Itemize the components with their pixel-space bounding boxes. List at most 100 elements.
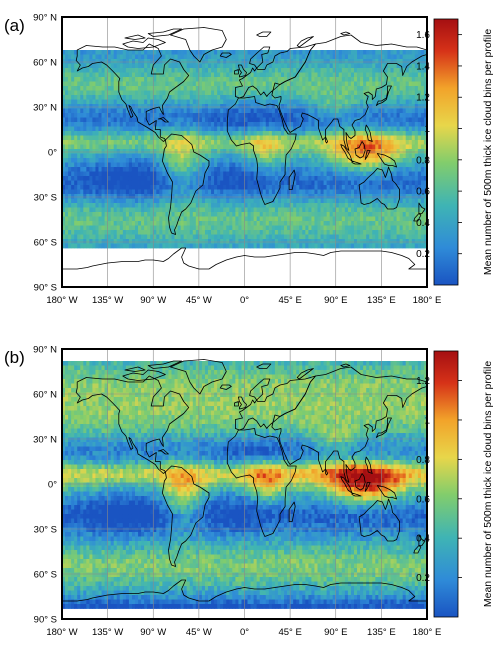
heatmap-cell <box>65 86 69 91</box>
heatmap-cell <box>116 59 121 64</box>
heatmap-cell <box>229 126 233 132</box>
heatmap-cell <box>326 50 331 55</box>
heatmap-cell <box>113 234 118 240</box>
heatmap-cell <box>229 167 233 172</box>
heatmap-cell <box>110 104 115 109</box>
heatmap-cell <box>396 108 401 114</box>
heatmap-cell <box>384 122 388 127</box>
heatmap-cell <box>98 230 102 235</box>
heatmap-cell <box>180 86 185 91</box>
heatmap-cell <box>192 86 197 91</box>
heatmap-cell <box>62 153 66 159</box>
heatmap-cell <box>241 54 245 60</box>
heatmap-cell <box>80 68 84 73</box>
heatmap-cell <box>335 135 340 141</box>
heatmap-cell <box>326 194 331 199</box>
heatmap-cell <box>332 77 337 82</box>
heatmap-cell <box>372 86 376 91</box>
heatmap-cell <box>68 131 72 136</box>
heatmap-cell <box>104 72 109 78</box>
heatmap-cell <box>360 171 364 177</box>
heatmap-cell <box>153 131 157 136</box>
heatmap-cell <box>74 167 78 172</box>
heatmap-cell <box>138 77 142 82</box>
heatmap-cell <box>192 158 197 163</box>
heatmap-cell <box>262 158 267 163</box>
heatmap-cell <box>65 212 69 217</box>
heatmap-cell <box>68 99 72 105</box>
heatmap-cell <box>360 72 364 78</box>
heatmap-cell <box>95 68 99 73</box>
heatmap-cell <box>71 72 75 78</box>
heatmap-cell <box>332 104 337 109</box>
heatmap-cell <box>378 153 382 159</box>
heatmap-cell <box>390 194 394 199</box>
heatmap-cell <box>122 54 127 60</box>
heatmap-cell <box>147 135 151 141</box>
heatmap-cell <box>378 59 382 64</box>
heatmap-cell <box>259 86 264 91</box>
heatmap-cell <box>98 176 102 181</box>
heatmap-cell <box>323 81 328 87</box>
heatmap-cell <box>341 140 346 145</box>
heatmap-cell <box>226 234 230 240</box>
heatmap-cell <box>180 81 185 87</box>
heatmap-cell <box>302 153 306 159</box>
heatmap-cell <box>256 180 261 186</box>
heatmap-cell <box>211 212 215 217</box>
heatmap-cell <box>125 144 130 150</box>
heatmap-cell <box>357 203 361 208</box>
heatmap-cell <box>259 234 264 240</box>
heatmap-cell <box>299 77 303 82</box>
heatmap-cell <box>128 68 133 73</box>
heatmap-cell <box>223 86 227 91</box>
heatmap-cell <box>277 90 282 96</box>
heatmap-cell <box>250 239 255 244</box>
heatmap-cell <box>65 153 69 159</box>
heatmap-cell <box>396 149 401 154</box>
heatmap-cell <box>211 117 215 123</box>
heatmap-cell <box>83 86 87 91</box>
heatmap-cell <box>311 225 315 231</box>
heatmap-cell <box>68 185 72 190</box>
heatmap-cell <box>302 140 306 145</box>
heatmap-cell <box>92 171 96 177</box>
heatmap-cell <box>168 99 172 105</box>
heatmap-cell <box>341 212 346 217</box>
heatmap-cell <box>95 239 99 244</box>
heatmap-cell <box>277 207 282 213</box>
heatmap-cell <box>80 135 84 141</box>
heatmap-cell <box>253 221 258 226</box>
heatmap-cell <box>287 90 291 96</box>
heatmap-cell <box>68 162 72 168</box>
heatmap-cell <box>308 176 312 181</box>
heatmap-cell <box>119 54 124 60</box>
heatmap-cell <box>150 122 154 127</box>
heatmap-cell <box>378 216 382 222</box>
heatmap-cell <box>192 198 197 204</box>
heatmap-cell <box>174 212 178 217</box>
heatmap-cell <box>150 117 154 123</box>
heatmap-cell <box>198 122 203 127</box>
heatmap-cell <box>369 108 373 114</box>
heatmap-cell <box>186 144 191 150</box>
heatmap-cell <box>350 126 355 132</box>
heatmap-cell <box>198 104 203 109</box>
heatmap-cell <box>305 90 309 96</box>
heatmap-cell <box>271 149 276 154</box>
heatmap-cell <box>314 198 318 204</box>
heatmap-cell <box>229 104 233 109</box>
heatmap-cell <box>186 81 191 87</box>
heatmap-cell <box>256 50 261 55</box>
heatmap-cell <box>201 239 206 244</box>
heatmap-cell <box>329 135 334 141</box>
heatmap-cell <box>74 230 78 235</box>
heatmap-cell <box>211 108 215 114</box>
heatmap-cell <box>71 122 75 127</box>
heatmap-cell <box>253 50 258 55</box>
heatmap-cell <box>372 59 376 64</box>
heatmap-cell <box>290 122 294 127</box>
heatmap-cell <box>217 54 221 60</box>
heatmap-cell <box>116 158 121 163</box>
heatmap-cell <box>262 117 267 123</box>
